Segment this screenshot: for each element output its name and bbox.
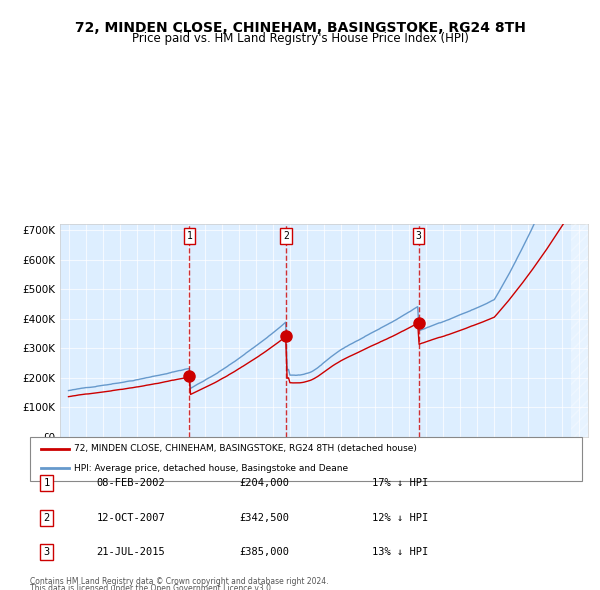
Text: £204,000: £204,000 (240, 478, 290, 489)
Bar (571, 224, 588, 437)
FancyBboxPatch shape (30, 437, 582, 481)
Text: 2: 2 (43, 513, 50, 523)
Text: This data is licensed under the Open Government Licence v3.0.: This data is licensed under the Open Gov… (30, 584, 274, 590)
Text: HPI: Average price, detached house, Basingstoke and Deane: HPI: Average price, detached house, Basi… (74, 464, 348, 473)
Text: 1: 1 (43, 478, 50, 489)
Text: £385,000: £385,000 (240, 547, 290, 557)
Text: 2: 2 (283, 231, 289, 241)
Text: £342,500: £342,500 (240, 513, 290, 523)
Text: 13% ↓ HPI: 13% ↓ HPI (372, 547, 428, 557)
Text: 08-FEB-2002: 08-FEB-2002 (96, 478, 165, 489)
Text: Contains HM Land Registry data © Crown copyright and database right 2024.: Contains HM Land Registry data © Crown c… (30, 577, 329, 586)
Text: 3: 3 (43, 547, 50, 557)
Text: 17% ↓ HPI: 17% ↓ HPI (372, 478, 428, 489)
Text: 12% ↓ HPI: 12% ↓ HPI (372, 513, 428, 523)
Text: 21-JUL-2015: 21-JUL-2015 (96, 547, 165, 557)
Bar (571, 224, 588, 437)
Text: 1: 1 (187, 231, 193, 241)
Text: 72, MINDEN CLOSE, CHINEHAM, BASINGSTOKE, RG24 8TH: 72, MINDEN CLOSE, CHINEHAM, BASINGSTOKE,… (74, 21, 526, 35)
Text: 72, MINDEN CLOSE, CHINEHAM, BASINGSTOKE, RG24 8TH (detached house): 72, MINDEN CLOSE, CHINEHAM, BASINGSTOKE,… (74, 444, 417, 454)
Text: Price paid vs. HM Land Registry's House Price Index (HPI): Price paid vs. HM Land Registry's House … (131, 32, 469, 45)
Text: 12-OCT-2007: 12-OCT-2007 (96, 513, 165, 523)
Text: 3: 3 (416, 231, 421, 241)
